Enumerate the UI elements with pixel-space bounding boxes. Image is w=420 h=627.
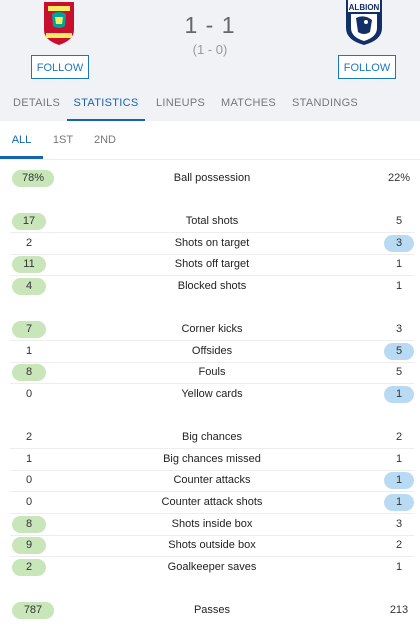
stat-row: 4 Blocked shots 1 [10,276,414,297]
away-stat-value: 213 [389,604,409,616]
tab-standings[interactable]: STANDINGS [292,97,359,109]
stat-label: Shots inside box [171,518,253,530]
home-stat-value: 7 [12,321,46,338]
home-stat-value: 0 [25,496,33,508]
home-stat-value: 11 [12,256,46,273]
away-stat-value: 5 [395,366,403,378]
stat-label: Corner kicks [181,323,243,335]
follow-away-button[interactable]: FOLLOW [338,55,396,79]
away-stat-value: 1 [395,453,403,465]
home-stat-value: 8 [12,364,46,381]
away-stat-value: 1 [395,561,403,573]
liverpool-crest-icon [44,2,74,45]
stat-label: Yellow cards [181,388,243,400]
stat-row: 787 Passes 213 [10,600,414,621]
stat-row: 8 Fouls 5 [10,362,414,384]
home-stat-value: 787 [12,602,54,619]
stat-label: Shots outside box [168,539,256,551]
home-stat-value: 4 [12,278,46,295]
tab-details[interactable]: DETAILS [13,97,61,109]
subtab-2nd[interactable]: 2ND [93,134,116,146]
stat-row: 2 Big chances 2 [10,427,414,449]
match-score: 1 - 1 [184,12,236,38]
home-stat-value: 2 [12,559,46,576]
stat-label: Shots on target [174,237,250,249]
tab-lineups[interactable]: LINEUPS [156,97,206,109]
stat-row: 0 Counter attacks 1 [10,470,414,492]
home-stat-value: 9 [12,537,46,554]
stat-row: 0 Yellow cards 1 [10,384,414,405]
west-brom-albion-crest-icon: ALBION [346,0,382,45]
svg-text:ALBION: ALBION [349,3,380,12]
home-stat-value: 0 [25,388,33,400]
stat-row: 9 Shots outside box 2 [10,535,414,557]
stat-row: 78% Ball possession 22% [10,168,414,189]
home-stat-value: 2 [25,237,33,249]
stat-label: Big chances [182,431,242,443]
stat-row: 1 Offsides 5 [10,341,414,363]
stat-label: Fouls [198,366,226,378]
stat-row: 7 Corner kicks 3 [10,319,414,341]
stat-label: Counter attack shots [161,496,263,508]
match-tabs: DETAILS STATISTICS LINEUPS MATCHES STAND… [0,86,420,122]
away-stat-value: 1 [395,258,403,270]
stat-label: Total shots [185,215,239,227]
stat-row: 11 Shots off target 1 [10,254,414,276]
stat-label: Offsides [191,345,233,357]
halftime-score: (1 - 0) [192,42,228,57]
stat-label: Big chances missed [163,453,261,465]
home-stat-value: 2 [25,431,33,443]
away-stat-value: 2 [395,539,403,551]
stat-row: 1 Big chances missed 1 [10,449,414,471]
stat-row: 8 Shots inside box 3 [10,514,414,536]
home-stat-value: 8 [12,516,46,533]
away-stat-value: 3 [384,235,414,252]
match-header: ALBION 1 - 1 (1 - 0) FOLLOW FOLLOW DETAI… [0,0,420,122]
stat-row: 17 Total shots 5 [10,211,414,233]
stat-label: Shots off target [174,258,250,270]
home-stat-value: 17 [12,213,46,230]
tab-statistics[interactable]: STATISTICS [67,86,145,122]
stat-label: Passes [193,604,231,616]
subtab-1st[interactable]: 1ST [52,134,74,146]
away-stat-value: 3 [395,323,403,335]
statistics-panel: ALL 1ST 2ND 78% Ball possession 22% 17 T… [0,121,420,627]
stat-row: 0 Counter attack shots 1 [10,492,414,514]
subtab-all[interactable]: ALL [0,121,43,159]
home-stat-value: 0 [25,474,33,486]
period-tabs: ALL 1ST 2ND [0,121,420,160]
away-stat-value: 1 [384,472,414,489]
away-stat-value: 5 [395,215,403,227]
tab-matches[interactable]: MATCHES [221,97,277,109]
away-stat-value: 5 [384,343,414,360]
away-stat-value: 1 [384,386,414,403]
home-stat-value: 1 [25,453,33,465]
stat-row: 2 Goalkeeper saves 1 [10,557,414,578]
follow-home-button[interactable]: FOLLOW [31,55,89,79]
away-stat-value: 1 [384,494,414,511]
stat-label: Ball possession [173,172,251,184]
away-stat-value: 1 [395,280,403,292]
stat-row: 2 Shots on target 3 [10,233,414,255]
stat-label: Goalkeeper saves [167,561,257,573]
home-stat-value: 1 [25,345,33,357]
away-stat-value: 22% [387,172,411,184]
away-stat-value: 2 [395,431,403,443]
stat-label: Counter attacks [173,474,251,486]
away-stat-value: 3 [395,518,403,530]
home-stat-value: 78% [12,170,54,187]
stat-label: Blocked shots [177,280,247,292]
